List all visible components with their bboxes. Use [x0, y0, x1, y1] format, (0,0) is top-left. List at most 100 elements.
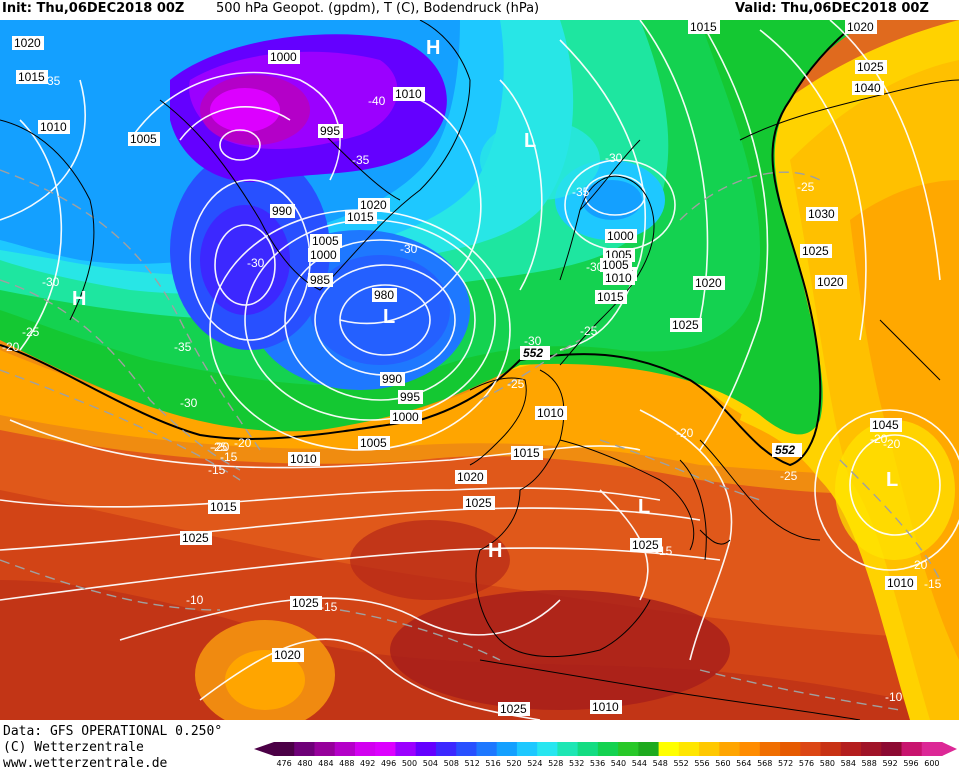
temperature-label: -20: [883, 437, 901, 451]
colorbar-tick-label: 476: [276, 759, 291, 768]
high-pressure-iberia: H: [488, 540, 502, 562]
svg-text:1025: 1025: [500, 702, 527, 716]
colorbar-swatch: [901, 742, 923, 756]
svg-text:1015: 1015: [347, 210, 374, 224]
isobar-label: 1025: [800, 244, 832, 258]
colorbar-tick-label: 532: [569, 759, 584, 768]
temperature-label: -15: [320, 600, 338, 614]
svg-text:1010: 1010: [395, 87, 422, 101]
svg-text:-25: -25: [22, 325, 40, 339]
colorbar-swatch: [820, 742, 842, 756]
svg-text:-35: -35: [43, 74, 61, 88]
svg-text:1025: 1025: [465, 496, 492, 510]
temperature-label: -30: [42, 275, 60, 289]
isobar-label: 1025: [180, 531, 212, 545]
map-header: Init: Thu,06DEC2018 00Z 500 hPa Geopot. …: [0, 0, 959, 20]
svg-text:-25: -25: [507, 377, 525, 391]
colorbar-tick-label: 496: [381, 759, 396, 768]
low-pressure-east: L: [886, 469, 898, 491]
svg-text:-30: -30: [524, 334, 542, 348]
colorbar-tick-label: 544: [632, 759, 647, 768]
svg-text:-25: -25: [797, 180, 815, 194]
svg-text:1040: 1040: [854, 81, 881, 95]
svg-text:1005: 1005: [130, 132, 157, 146]
svg-text:-20: -20: [883, 437, 901, 451]
isobar-label: 995: [398, 390, 423, 404]
colorbar-tick-label: 560: [715, 759, 730, 768]
isobar-label: 1005: [310, 234, 342, 248]
colorbar-swatch: [921, 742, 943, 756]
svg-text:-10: -10: [885, 690, 903, 704]
colorbar-swatch: [658, 742, 680, 756]
colorbar-tick-label: 552: [673, 759, 688, 768]
colorbar-tick-label: 572: [778, 759, 793, 768]
svg-text:1015: 1015: [18, 70, 45, 84]
svg-text:-20: -20: [910, 558, 928, 572]
isobar-label: 1000: [605, 229, 637, 243]
temperature-label: -15: [924, 577, 942, 591]
temperature-label: -25: [22, 325, 40, 339]
colorbar-swatch: [334, 742, 356, 756]
colorbar-swatch: [638, 742, 660, 756]
colorbar-swatch: [618, 742, 639, 756]
svg-text:552: 552: [523, 346, 543, 360]
svg-text:1010: 1010: [290, 452, 317, 466]
svg-text:1010: 1010: [537, 406, 564, 420]
temperature-label: -20: [910, 558, 928, 572]
valid-time: Valid: Thu,06DEC2018 00Z: [735, 1, 929, 16]
low-pressure-mediterranean: L: [638, 496, 650, 518]
svg-text:990: 990: [272, 204, 292, 218]
isobar-label: 990: [270, 204, 295, 218]
svg-text:1015: 1015: [210, 500, 237, 514]
svg-text:-15: -15: [320, 600, 338, 614]
colorbar-tick-label: 492: [360, 759, 375, 768]
temperature-label: -35: [174, 340, 192, 354]
temperature-label: -35: [572, 185, 590, 199]
init-time: Init: Thu,06DEC2018 00Z: [2, 1, 185, 16]
isobar-label: 1040: [852, 81, 884, 95]
isobar-label: 1025: [290, 596, 322, 610]
coastlines: [0, 20, 959, 720]
temperature-label: -30: [400, 242, 418, 256]
svg-text:1015: 1015: [690, 20, 717, 34]
colorbar-tick-label: 524: [527, 759, 542, 768]
colorbar-legend: 476 480 484 488 492 496 500 504 508 512 516 520 524 5…: [254, 742, 957, 768]
isobar-label: 1025: [855, 60, 887, 74]
isobar-label: 1025: [498, 702, 530, 716]
svg-text:-30: -30: [586, 260, 604, 274]
colorbar-tick-label: 600: [924, 759, 939, 768]
colorbar-tick-label: 584: [841, 759, 856, 768]
isobar-label: 1000: [268, 50, 300, 64]
colorbar-swatch: [800, 742, 822, 756]
temperature-label: -25: [797, 180, 815, 194]
isobar-label: 1015: [511, 446, 543, 460]
svg-text:1015: 1015: [513, 446, 540, 460]
svg-text:1010: 1010: [605, 271, 632, 285]
svg-text:-20: -20: [2, 340, 20, 354]
temperature-label: -20: [676, 426, 694, 440]
temperature-isotherms: [0, 169, 941, 711]
svg-text:1025: 1025: [632, 538, 659, 552]
isobar-label: 1010: [38, 120, 70, 134]
colorbar-swatch: [861, 742, 882, 756]
svg-text:1025: 1025: [672, 318, 699, 332]
svg-text:1005: 1005: [360, 436, 387, 450]
isobar-labels: 1020101510101005100099599098598010051000…: [12, 20, 917, 716]
temperature-label: -25: [780, 469, 798, 483]
svg-text:-40: -40: [368, 94, 386, 108]
temperature-label: -30: [586, 260, 604, 274]
colorbar-swatch: [456, 742, 477, 756]
svg-text:-15: -15: [208, 463, 226, 477]
svg-text:995: 995: [400, 390, 420, 404]
temperature-label: -25: [507, 377, 525, 391]
colorbar-swatch: [415, 742, 437, 756]
isobar-label: 1020: [358, 198, 390, 212]
isobar-label: 1025: [463, 496, 495, 510]
isobar-label: 1010: [393, 87, 425, 101]
svg-text:-35: -35: [572, 185, 590, 199]
svg-text:-30: -30: [605, 151, 623, 165]
svg-text:-20: -20: [234, 436, 252, 450]
svg-text:990: 990: [382, 372, 402, 386]
data-source: Data: GFS OPERATIONAL 0.250°: [3, 724, 223, 739]
colorbar-tick-label: 596: [903, 759, 918, 768]
